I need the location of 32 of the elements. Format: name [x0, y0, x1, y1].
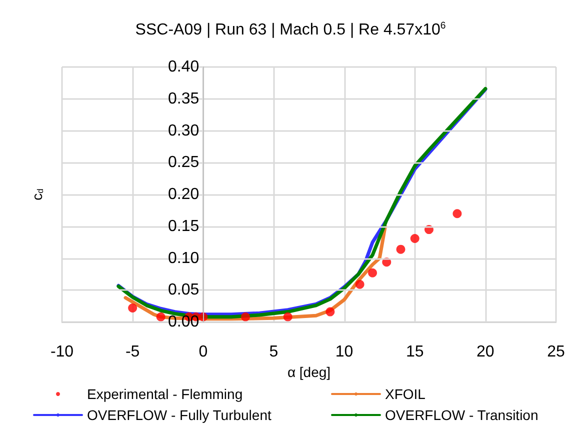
- legend-label: OVERFLOW - Transition: [385, 407, 538, 423]
- y-tick-label: 0.20: [168, 186, 200, 203]
- point: [326, 307, 335, 316]
- y-tick-label: 0.25: [168, 154, 200, 172]
- point: [156, 312, 166, 322]
- point: [128, 303, 138, 312]
- y-tick-label: 0.35: [168, 90, 200, 108]
- y-axis-title: cd: [29, 188, 45, 200]
- y-tick-label: 0.30: [168, 122, 200, 140]
- point: [368, 268, 378, 278]
- point: [355, 280, 364, 289]
- legend-label: XFOIL: [385, 386, 426, 402]
- point: [396, 244, 406, 254]
- point: [410, 234, 420, 243]
- x-tick-label: 0: [198, 344, 208, 360]
- x-axis-title: α [deg]: [287, 364, 331, 380]
- point: [240, 312, 250, 322]
- legend-label: Experimental - Flemming: [87, 386, 243, 402]
- x-tick-label: 25: [547, 344, 565, 360]
- y-tick-label: 0.40: [168, 58, 200, 76]
- y-tick-label: 0.10: [168, 250, 200, 267]
- legend-label: OVERFLOW - Fully Turbulent: [87, 407, 272, 423]
- x-tick-label: 20: [476, 344, 494, 360]
- x-tick-label: -5: [125, 344, 140, 360]
- x-tick-label: 10: [335, 344, 354, 360]
- point: [283, 312, 292, 322]
- x-tick-label: 15: [406, 344, 424, 360]
- y-tick-label: 0.05: [168, 282, 200, 299]
- x-tick-label: 5: [269, 344, 278, 360]
- x-tick-label: -10: [50, 344, 74, 360]
- point: [452, 209, 462, 218]
- y-tick-label: 0.15: [168, 218, 200, 235]
